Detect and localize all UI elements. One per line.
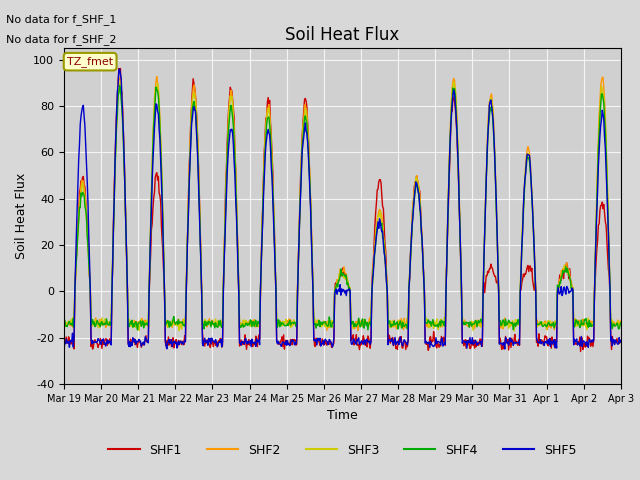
SHF5 — [389, 339, 397, 345]
SHF3 — [388, 318, 396, 324]
SHF4 — [116, 83, 124, 89]
SHF2 — [354, 327, 362, 333]
SHF2 — [390, 324, 397, 330]
SHF3 — [206, 323, 214, 329]
SHF1 — [183, 253, 191, 259]
Legend: SHF1, SHF2, SHF3, SHF4, SHF5: SHF1, SHF2, SHF3, SHF4, SHF5 — [103, 439, 582, 462]
SHF2 — [183, 251, 191, 256]
SHF3 — [443, 255, 451, 261]
SHF1 — [207, 341, 215, 347]
Text: No data for f_SHF_2: No data for f_SHF_2 — [6, 34, 117, 45]
SHF2 — [335, 277, 342, 283]
SHF1 — [577, 348, 584, 354]
SHF5 — [183, 259, 191, 264]
SHF5 — [207, 341, 215, 347]
SHF4 — [335, 277, 342, 283]
SHF2 — [153, 74, 161, 80]
SHF1 — [444, 232, 451, 238]
SHF3 — [334, 278, 342, 284]
SHF2 — [568, 278, 575, 284]
SHF1 — [116, 66, 124, 72]
Line: SHF2: SHF2 — [64, 77, 621, 330]
SHF3 — [60, 321, 68, 326]
Text: No data for f_SHF_1: No data for f_SHF_1 — [6, 14, 116, 25]
Line: SHF5: SHF5 — [64, 69, 621, 349]
SHF4 — [445, 199, 452, 204]
SHF4 — [207, 324, 215, 330]
Line: SHF3: SHF3 — [64, 82, 621, 331]
SHF5 — [116, 66, 124, 72]
Line: SHF1: SHF1 — [64, 69, 621, 351]
SHF3 — [510, 328, 518, 334]
SHF2 — [445, 193, 452, 199]
Y-axis label: Soil Heat Flux: Soil Heat Flux — [15, 173, 28, 259]
SHF5 — [60, 346, 68, 351]
SHF4 — [617, 320, 625, 325]
SHF5 — [444, 222, 451, 228]
SHF5 — [617, 337, 625, 343]
SHF4 — [568, 287, 575, 292]
SHF1 — [389, 335, 397, 340]
SHF4 — [390, 321, 397, 327]
Title: Soil Heat Flux: Soil Heat Flux — [285, 25, 399, 44]
SHF5 — [568, 288, 575, 293]
SHF5 — [335, 286, 342, 292]
Line: SHF4: SHF4 — [64, 86, 621, 330]
SHF4 — [183, 258, 191, 264]
SHF2 — [60, 325, 68, 331]
SHF3 — [568, 285, 575, 290]
SHF5 — [501, 346, 509, 352]
SHF4 — [60, 318, 68, 324]
SHF4 — [364, 327, 372, 333]
SHF3 — [450, 79, 458, 85]
SHF1 — [60, 338, 68, 344]
SHF2 — [207, 320, 215, 326]
SHF1 — [617, 338, 625, 344]
SHF2 — [617, 318, 625, 324]
SHF3 — [182, 289, 190, 295]
Text: TZ_fmet: TZ_fmet — [67, 56, 113, 67]
SHF1 — [335, 279, 342, 285]
X-axis label: Time: Time — [327, 409, 358, 422]
SHF3 — [617, 320, 625, 325]
SHF1 — [566, 278, 574, 284]
